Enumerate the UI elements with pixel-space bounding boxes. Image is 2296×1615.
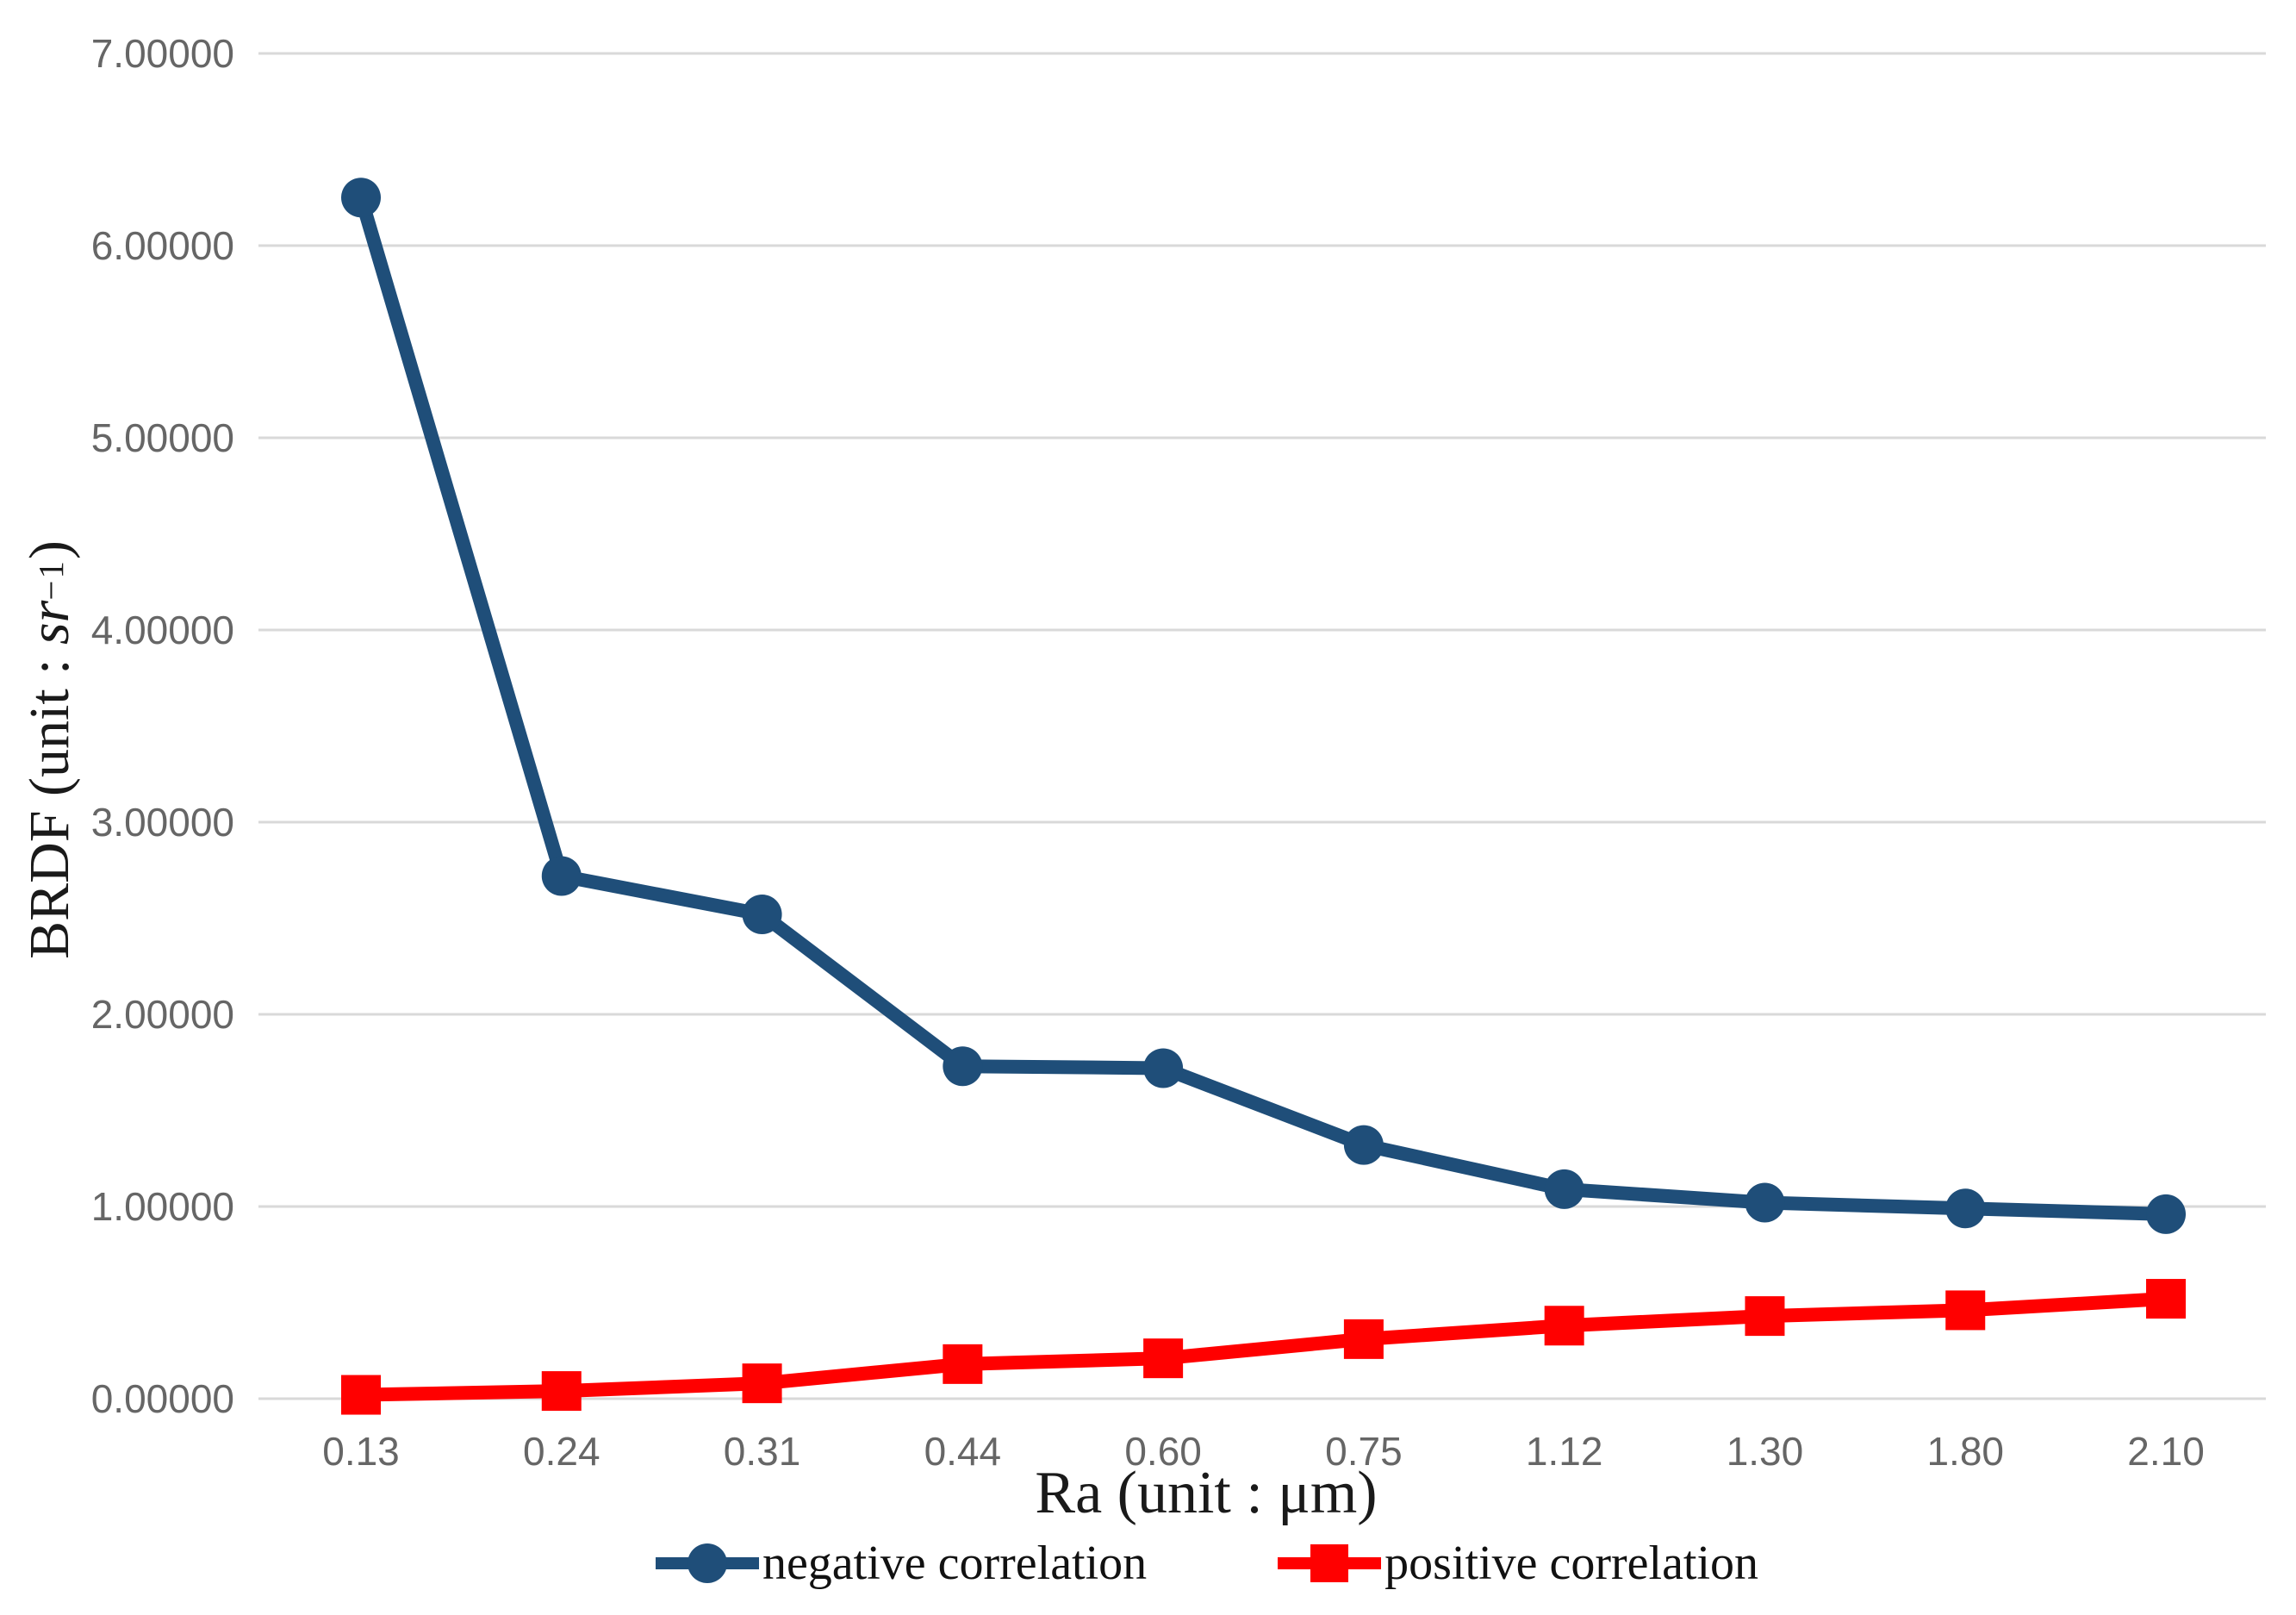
x-tick-label: 1.30 — [1727, 1429, 1804, 1474]
data-point-marker — [541, 1371, 582, 1412]
y-axis-title-unit: sr — [18, 600, 81, 645]
data-point-marker — [943, 1344, 983, 1384]
data-point-marker — [1343, 1319, 1384, 1359]
data-point-marker — [2146, 1194, 2187, 1234]
data-point-marker — [742, 1363, 782, 1404]
data-point-marker — [2146, 1279, 2187, 1319]
y-tick-label: 3.00000 — [91, 800, 234, 845]
y-tick-label: 0.00000 — [91, 1376, 234, 1421]
data-point-marker — [1745, 1296, 1785, 1337]
legend-item-negative-correlation: negative correlation — [654, 1536, 1147, 1591]
legend-item-positive-correlation: positive correlation — [1276, 1536, 1758, 1591]
y-tick-label: 4.00000 — [91, 608, 234, 652]
circle-marker-icon — [655, 1543, 759, 1583]
square-marker-icon — [1278, 1544, 1382, 1582]
data-point-marker — [1343, 1125, 1384, 1165]
data-point-marker — [541, 856, 582, 896]
data-point-marker — [1945, 1290, 1986, 1331]
chart-legend: negative correlation positive correlatio… — [129, 1536, 2283, 1591]
x-tick-label: 0.75 — [1325, 1429, 1403, 1474]
data-point-marker — [943, 1046, 983, 1087]
y-tick-label: 2.00000 — [91, 992, 234, 1037]
y-axis-title: BRDF (unit : sr−1) — [17, 508, 83, 991]
data-point-marker — [742, 895, 782, 935]
y-axis-title-suffix: ) — [18, 540, 81, 560]
legend-label-positive-correlation: positive correlation — [1384, 1537, 1759, 1590]
data-point-marker — [341, 178, 381, 218]
data-point-marker — [1544, 1306, 1584, 1346]
x-tick-label: 0.60 — [1124, 1429, 1202, 1474]
data-point-marker — [341, 1375, 381, 1415]
x-tick-label: 0.24 — [523, 1429, 600, 1474]
x-tick-label: 0.13 — [322, 1429, 400, 1474]
series-line-negative-correlation — [354, 190, 2174, 1221]
x-tick-label: 0.44 — [924, 1429, 1002, 1474]
data-point-marker — [1745, 1182, 1785, 1223]
data-point-marker — [1143, 1338, 1184, 1379]
x-tick-label: 2.10 — [2127, 1429, 2205, 1474]
y-tick-label: 7.00000 — [91, 31, 234, 76]
x-tick-label: 0.31 — [724, 1429, 801, 1474]
x-tick-label: 1.80 — [1926, 1429, 2004, 1474]
y-axis-title-exponent: −1 — [32, 559, 71, 601]
x-tick-label: 1.12 — [1526, 1429, 1603, 1474]
legend-label-negative-correlation: negative correlation — [762, 1537, 1148, 1590]
y-tick-label: 5.00000 — [91, 415, 234, 460]
series-line-positive-correlation — [354, 1292, 2174, 1402]
y-tick-label: 1.00000 — [91, 1184, 234, 1229]
y-tick-label: 6.00000 — [91, 223, 234, 268]
x-axis-title: Ra (unit : μm) — [1035, 1460, 1378, 1526]
data-point-marker — [1945, 1188, 1986, 1229]
data-point-marker — [1143, 1048, 1184, 1088]
y-axis-title-prefix: BRDF (unit : — [18, 645, 81, 959]
data-point-marker — [1544, 1169, 1584, 1209]
